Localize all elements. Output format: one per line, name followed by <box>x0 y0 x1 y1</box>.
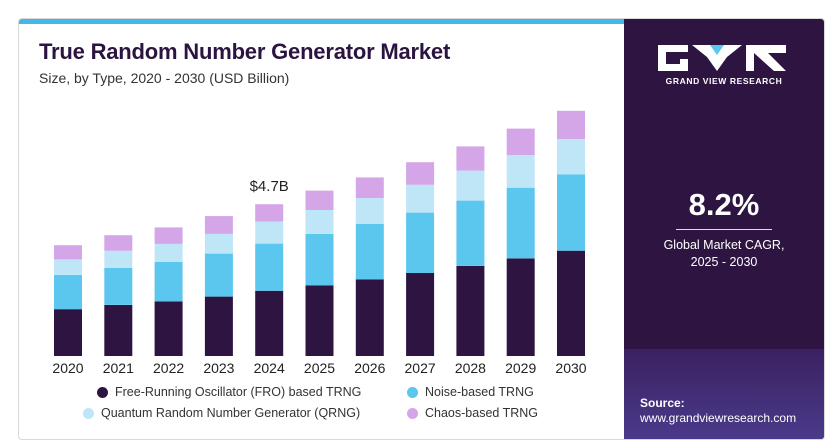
bar-noise-2023 <box>204 253 233 297</box>
bar-noise-2021 <box>104 267 133 305</box>
chart-card: True Random Number Generator Market Size… <box>18 18 825 440</box>
source-label: Source: <box>640 396 685 410</box>
bar-chaos-2025 <box>305 190 334 210</box>
bar-fro-2030 <box>557 250 585 356</box>
legend-dot-noise <box>407 386 418 398</box>
cagr-value: 8.2% <box>688 187 760 222</box>
legend-label-noise: Noise-based TRNG <box>425 385 534 399</box>
bar-fro-2026 <box>355 279 384 356</box>
logo-text: GRAND VIEW RESEARCH <box>665 76 783 86</box>
bar-fro-2027 <box>406 273 435 356</box>
bar-chaos-2029 <box>506 128 535 156</box>
bar-chaos-2026 <box>355 177 384 199</box>
cagr-label-line1: Global Market CAGR, <box>663 238 785 252</box>
x-tick-label-2020: 2020 <box>52 360 83 376</box>
bar-qrng-2026 <box>355 198 384 224</box>
bar-fro-2028 <box>456 265 485 356</box>
chart-subtitle: Size, by Type, 2020 - 2030 (USD Billion) <box>39 70 290 86</box>
bar-noise-2025 <box>305 233 334 286</box>
bar-noise-2024 <box>255 243 284 291</box>
bar-fro-2021 <box>104 305 133 356</box>
bar-fro-2023 <box>204 296 233 356</box>
bar-noise-2027 <box>406 212 435 273</box>
bar-fro-2022 <box>154 301 183 356</box>
x-tick-label-2026: 2026 <box>354 360 385 376</box>
bar-chaos-2027 <box>406 162 435 185</box>
legend-dot-chaos <box>407 407 418 419</box>
x-tick-label-2023: 2023 <box>203 360 234 376</box>
bar-noise-2022 <box>154 262 183 302</box>
legend-label-qrng: Quantum Random Number Generator (QRNG) <box>101 406 361 420</box>
legend-item-qrng: Quantum Random Number Generator (QRNG) <box>83 406 360 420</box>
cagr-label-line2: 2025 - 2030 <box>690 255 758 269</box>
bar-fro-2020 <box>54 309 82 356</box>
bar-chaos-2023 <box>204 216 233 234</box>
x-tick-label-2021: 2021 <box>103 360 134 376</box>
bar-qrng-2023 <box>204 233 233 254</box>
x-tick-label-2025: 2025 <box>304 360 335 376</box>
bar-chaos-2028 <box>456 146 485 171</box>
legend-dot-qrng <box>83 407 94 419</box>
bar-qrng-2021 <box>104 250 133 268</box>
bar-qrng-2024 <box>255 221 284 244</box>
bar-qrng-2020 <box>54 259 82 275</box>
legend-label-fro: Free-Running Oscillator (FRO) based TRNG <box>115 385 362 399</box>
x-tick-label-2029: 2029 <box>505 360 536 376</box>
bar-noise-2026 <box>355 223 384 280</box>
bar-chaos-2024 <box>255 204 284 222</box>
legend-item-chaos: Chaos-based TRNG <box>407 406 538 420</box>
x-tick-label-2030: 2030 <box>555 360 586 376</box>
bar-noise-2020 <box>54 274 82 310</box>
bar-qrng-2028 <box>456 170 485 201</box>
bar-chaos-2021 <box>104 235 133 251</box>
grand-view-research-logo-icon <box>658 45 786 71</box>
cagr-divider <box>676 229 772 230</box>
source-url: www.grandviewresearch.com <box>640 411 797 425</box>
bar-fro-2025 <box>305 285 334 356</box>
bar-noise-2028 <box>456 200 485 266</box>
bar-qrng-2029 <box>506 155 535 188</box>
bar-chaos-2030 <box>557 110 585 140</box>
accent-bar <box>19 19 624 24</box>
bar-qrng-2027 <box>406 184 435 213</box>
bar-noise-2030 <box>557 174 585 251</box>
legend-item-noise: Noise-based TRNG <box>407 385 534 399</box>
bar-chaos-2022 <box>154 227 183 244</box>
annotation-2024: $4.7B <box>250 178 289 195</box>
x-tick-label-2028: 2028 <box>455 360 486 376</box>
cagr-label: Global Market CAGR, 2025 - 2030 <box>624 237 824 271</box>
sidebar-gradient <box>624 349 824 439</box>
bar-fro-2029 <box>506 258 535 356</box>
bar-fro-2024 <box>255 290 284 356</box>
bar-noise-2029 <box>506 187 535 259</box>
x-tick-label-2024: 2024 <box>254 360 285 376</box>
chart-title: True Random Number Generator Market <box>39 39 451 64</box>
x-tick-label-2022: 2022 <box>153 360 184 376</box>
bar-qrng-2030 <box>557 139 585 175</box>
legend-label-chaos: Chaos-based TRNG <box>425 406 539 420</box>
bar-qrng-2022 <box>154 243 183 262</box>
legend-item-fro: Free-Running Oscillator (FRO) based TRNG <box>97 385 361 399</box>
x-tick-label-2027: 2027 <box>405 360 436 376</box>
bar-chaos-2020 <box>54 245 82 260</box>
stacked-bar-chart: 2020 2021 2022 2023 2024 $4.7B 2025 2026 2027 202… <box>52 110 587 376</box>
sidebar-panel: GRAND VIEW RESEARCH 8.2% Global Market C… <box>624 19 824 439</box>
legend-dot-fro <box>97 386 108 398</box>
bar-qrng-2025 <box>305 210 334 234</box>
